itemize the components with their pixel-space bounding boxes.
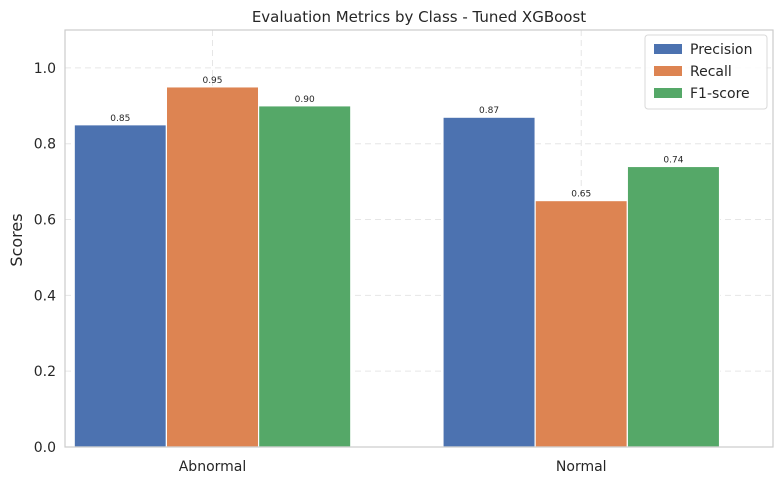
- legend-label: Precision: [690, 42, 752, 58]
- x-tick-label: Normal: [556, 459, 607, 475]
- y-tick-label: 0.4: [34, 288, 56, 304]
- y-axis-label: Scores: [7, 213, 26, 266]
- y-tick-label: 0.8: [34, 137, 56, 153]
- y-tick-label: 0.6: [34, 213, 56, 229]
- bar: [626, 165, 721, 448]
- y-tick-label: 0.2: [34, 364, 56, 380]
- legend: Precision Recall F1-score: [644, 34, 768, 110]
- y-tick-label: 0.0: [34, 440, 56, 456]
- data-label: 0.90: [295, 95, 315, 105]
- data-label: 0.95: [202, 76, 222, 86]
- bars: 0.85 0.87 0.95 0.65 0.90 0.74: [73, 76, 721, 448]
- bar: [257, 105, 352, 448]
- legend-swatch: [654, 88, 682, 98]
- y-tick-label: 1.0: [34, 61, 56, 77]
- legend-label: Recall: [690, 64, 732, 80]
- bar: [442, 116, 536, 448]
- data-label: 0.85: [110, 114, 130, 124]
- plot-frame: [64, 29, 774, 448]
- bar: [534, 199, 628, 448]
- legend-label: F1-score: [690, 86, 750, 102]
- legend-swatch: [654, 66, 682, 76]
- chart-title: Evaluation Metrics by Class - Tuned XGBo…: [252, 8, 586, 26]
- bar: [73, 124, 168, 448]
- x-tick-label: Abnormal: [179, 459, 247, 475]
- legend-swatch: [654, 44, 682, 54]
- bar: [165, 86, 260, 448]
- data-label: 0.65: [571, 190, 591, 200]
- data-label: 0.87: [479, 106, 499, 116]
- data-label: 0.74: [663, 155, 683, 165]
- ticks: 0.0 0.2 0.4 0.6 0.8 1.0 Abnormal Normal: [34, 61, 607, 475]
